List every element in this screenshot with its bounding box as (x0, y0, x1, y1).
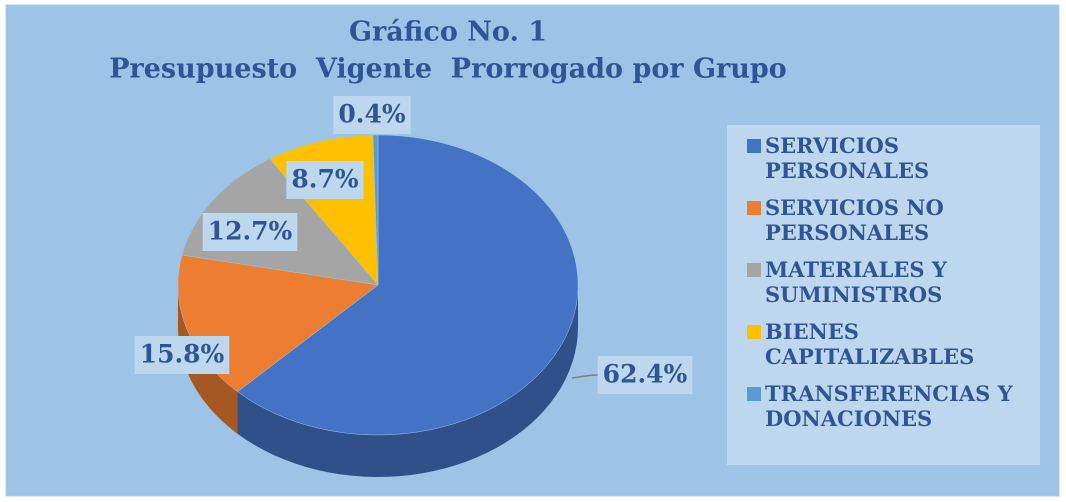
legend-item: SERVICIOS PERSONALES (747, 133, 1032, 183)
chart-subtitle: Presupuesto Vigente Prorrogado por Grupo (109, 54, 787, 85)
data-label-box (202, 213, 298, 251)
legend-label: BIENES CAPITALIZABLES (765, 319, 975, 369)
pie-slice-side (178, 285, 238, 434)
legend-swatch (747, 325, 761, 339)
legend-item: MATERIALES Y SUMINISTROS (747, 257, 1032, 307)
legend-swatch (747, 387, 761, 401)
legend-swatch (747, 139, 761, 153)
pie-slice (237, 134, 579, 436)
legend: SERVICIOS PERSONALES SERVICIOS NO PERSONA… (727, 125, 1040, 465)
legend-swatch (747, 201, 761, 215)
legend-swatch (747, 263, 761, 277)
data-label: 8.7% (291, 165, 358, 194)
data-label: 15.8% (140, 340, 225, 369)
legend-item: BIENES CAPITALIZABLES (747, 319, 1032, 369)
legend-label: TRANSFERENCIAS Y DONACIONES (765, 381, 1013, 431)
pie (177, 134, 579, 477)
data-label-box (134, 336, 230, 374)
data-label-box (286, 161, 364, 199)
pie-slice-side (237, 285, 578, 477)
data-label: 62.4% (603, 360, 688, 389)
leader-line (571, 374, 599, 379)
data-labels: 62.4% 15.8% 12.7% 8.7% 0.4% (134, 96, 693, 394)
legend-label: SERVICIOS PERSONALES (765, 133, 930, 183)
legend-label: SERVICIOS NO PERSONALES (765, 195, 944, 245)
data-label-box (333, 96, 411, 134)
data-label: 0.4% (338, 100, 405, 129)
data-label-box (597, 356, 693, 394)
legend-item: SERVICIOS NO PERSONALES (747, 195, 1032, 245)
legend-label: MATERIALES Y SUMINISTROS (765, 257, 947, 307)
pie-slice (372, 134, 379, 286)
data-label: 12.7% (208, 217, 293, 246)
chart-title: Gráfico No. 1 (349, 17, 547, 48)
legend-item: TRANSFERENCIAS Y DONACIONES (747, 381, 1032, 431)
